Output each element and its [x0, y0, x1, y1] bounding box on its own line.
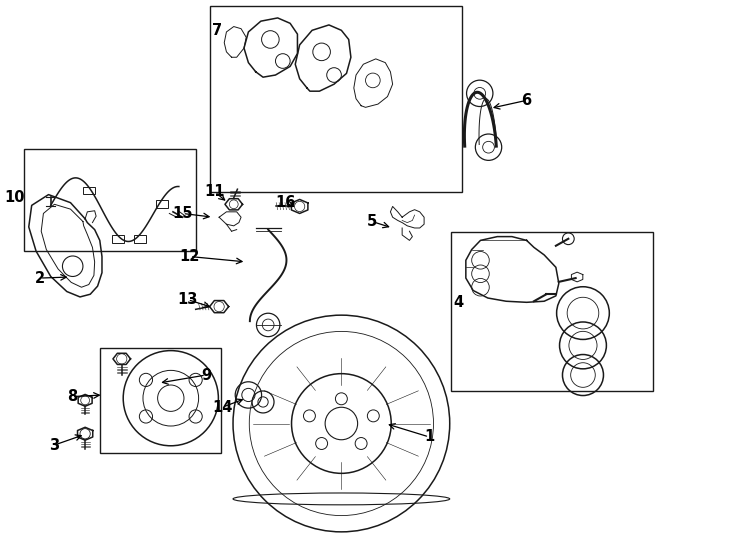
Text: 2: 2	[34, 271, 45, 286]
Text: 16: 16	[275, 195, 295, 210]
Text: 8: 8	[67, 389, 77, 404]
Text: 6: 6	[522, 93, 531, 108]
Text: 3: 3	[49, 437, 59, 453]
Text: 11: 11	[205, 184, 225, 199]
Text: 10: 10	[4, 190, 24, 205]
Bar	[83, 187, 95, 194]
Bar	[156, 200, 168, 208]
Text: 12: 12	[180, 249, 200, 264]
Text: 15: 15	[172, 206, 193, 221]
Text: 4: 4	[454, 295, 464, 310]
Bar	[24, 149, 197, 251]
Text: 9: 9	[201, 368, 211, 382]
Bar	[134, 235, 146, 243]
Text: 1: 1	[424, 429, 435, 444]
Bar	[210, 6, 462, 192]
Text: 7: 7	[212, 23, 222, 38]
Bar	[451, 232, 653, 391]
Bar	[112, 235, 124, 242]
Text: 13: 13	[178, 292, 198, 307]
Text: 14: 14	[212, 400, 232, 415]
Text: 5: 5	[367, 214, 377, 229]
Bar	[100, 348, 221, 453]
